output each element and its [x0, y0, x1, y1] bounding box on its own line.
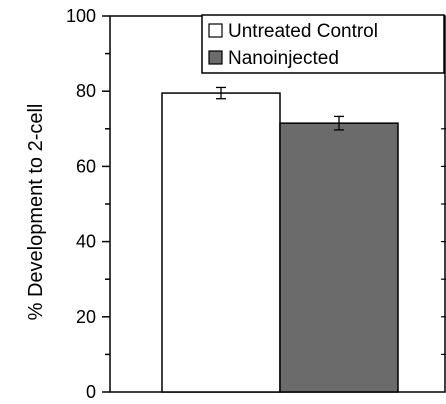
legend-swatch [208, 23, 223, 38]
legend-box [201, 14, 445, 74]
legend: Untreated Control Nanoinjected [201, 14, 445, 74]
legend-label: Nanoinjected [228, 48, 339, 69]
bar-nanoinjected [279, 122, 399, 393]
y-axis-title: % Development to 2-cell [25, 104, 47, 321]
y-tick-label: 100 [66, 6, 96, 26]
bars [161, 92, 399, 393]
legend-label: Untreated Control [228, 21, 378, 42]
error-bars [216, 86, 344, 131]
y-tick-label: 40 [76, 232, 96, 252]
right-dash-ticks [441, 128, 446, 355]
y-tick-label: 60 [76, 156, 96, 176]
legend-swatch [208, 50, 223, 65]
y-axis: 0 20 40 60 80 100 [66, 6, 110, 402]
y-tick-label: 0 [86, 382, 96, 402]
bar-untreated-control [161, 92, 281, 393]
y-tick-label: 80 [76, 81, 96, 101]
y-tick-label: 20 [76, 307, 96, 327]
